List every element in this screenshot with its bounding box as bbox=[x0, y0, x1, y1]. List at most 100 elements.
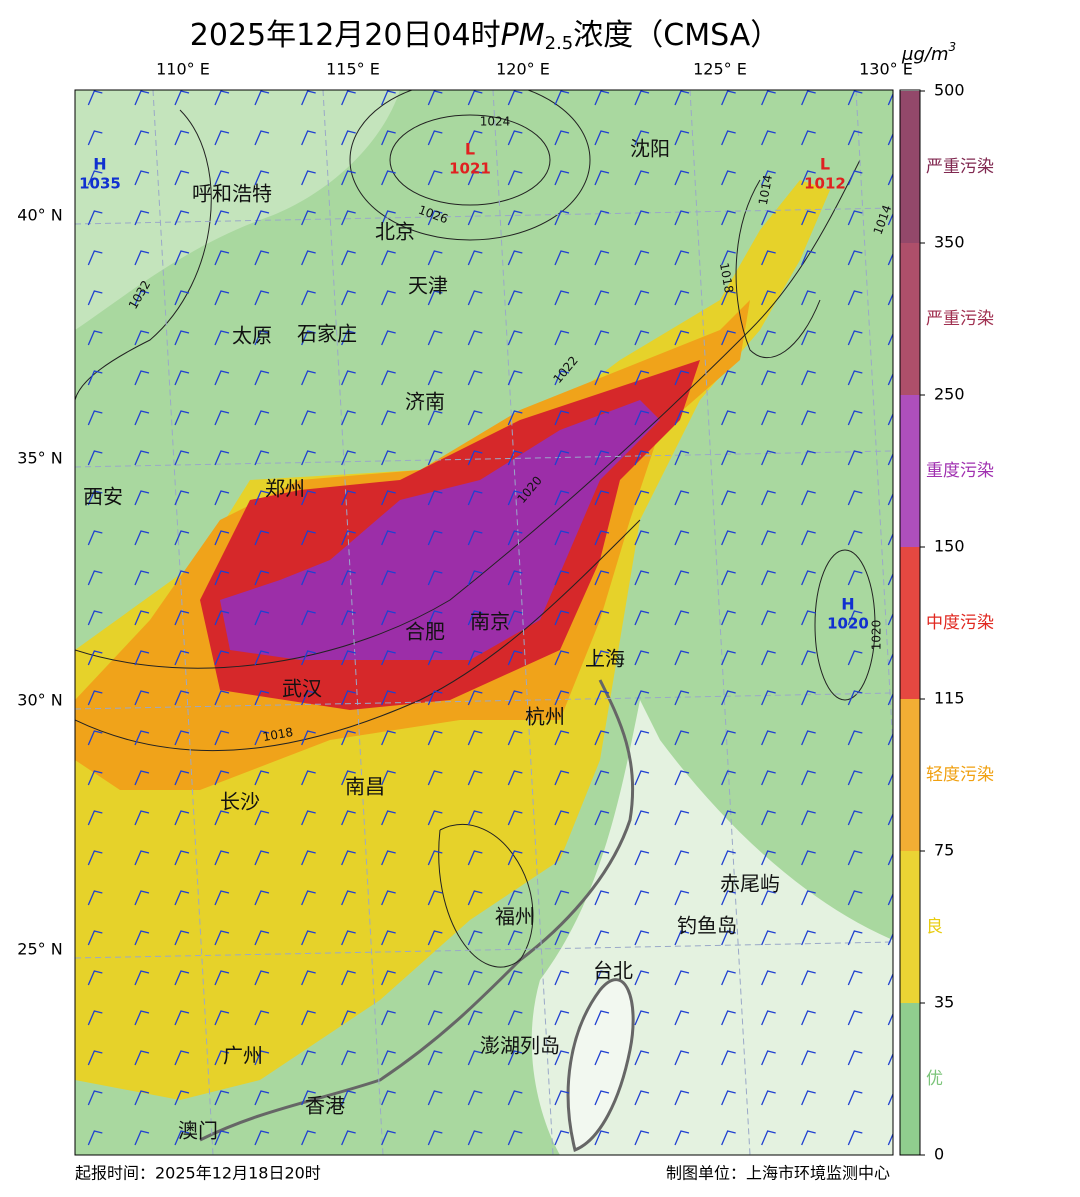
wind-barb bbox=[721, 1050, 736, 1066]
wind-barb bbox=[467, 1010, 483, 1026]
wind-barb bbox=[341, 1130, 356, 1146]
wind-barb bbox=[341, 770, 356, 786]
lat-label: 25° N bbox=[17, 940, 62, 959]
wind-barb bbox=[87, 970, 103, 986]
wind-barb bbox=[674, 770, 690, 786]
wind-barb bbox=[674, 1090, 690, 1106]
wind-barb bbox=[174, 770, 190, 786]
wind-barb bbox=[427, 730, 443, 746]
wind-barb bbox=[674, 410, 690, 426]
wind-barb bbox=[801, 210, 816, 226]
level-label: 重度污染 bbox=[926, 461, 994, 481]
wind-barb bbox=[721, 970, 736, 986]
colorbar-band bbox=[900, 91, 920, 243]
wind-barb bbox=[427, 170, 443, 186]
wind-barb bbox=[87, 850, 103, 866]
wind-barb bbox=[634, 930, 650, 946]
city-label: 福州 bbox=[495, 905, 535, 929]
wind-barb bbox=[847, 570, 863, 586]
wind-barb bbox=[381, 730, 396, 746]
wind-barb bbox=[761, 210, 776, 226]
taiwan bbox=[566, 978, 635, 1153]
wind-barb bbox=[87, 770, 103, 786]
wind-barb bbox=[634, 690, 650, 706]
city-label: 天津 bbox=[408, 274, 448, 298]
wind-barb bbox=[847, 130, 863, 146]
wind-barb bbox=[887, 1132, 893, 1146]
wind-barb bbox=[381, 90, 396, 106]
wind-barb bbox=[381, 210, 396, 226]
wind-barb bbox=[554, 1130, 570, 1146]
colorbar-band bbox=[900, 243, 920, 395]
wind-barb bbox=[634, 330, 650, 346]
wind-barb bbox=[634, 770, 650, 786]
wind-barb bbox=[594, 370, 610, 386]
wind-barb bbox=[87, 1010, 103, 1026]
wind-barb bbox=[761, 690, 776, 706]
wind-barb bbox=[301, 530, 316, 546]
wind-barb bbox=[594, 490, 610, 506]
wind-barb bbox=[674, 810, 690, 826]
wind-barb bbox=[674, 1130, 690, 1146]
wind-barb bbox=[381, 1090, 396, 1106]
wind-barb bbox=[467, 530, 483, 546]
wind-barb bbox=[174, 810, 190, 826]
wind-barb bbox=[887, 92, 893, 106]
wind-barb bbox=[467, 450, 483, 466]
wind-barb bbox=[507, 690, 523, 706]
lon-grid bbox=[152, 90, 214, 1155]
wind-barb bbox=[381, 530, 396, 546]
wind-barb bbox=[554, 850, 570, 866]
wind-barb bbox=[761, 570, 776, 586]
wind-barb bbox=[721, 570, 736, 586]
wind-barb bbox=[301, 1130, 316, 1146]
wind-barb bbox=[847, 170, 863, 186]
wind-barb bbox=[214, 1090, 230, 1106]
wind-barb bbox=[554, 650, 570, 666]
band-heavy bbox=[220, 400, 660, 660]
isobar-label: 1014 bbox=[756, 174, 775, 207]
wind-barb bbox=[467, 1090, 483, 1106]
city-label: 台北 bbox=[593, 959, 633, 983]
wind-barb bbox=[594, 210, 610, 226]
wind-barb bbox=[427, 650, 443, 666]
wind-barb bbox=[674, 610, 690, 626]
wind-barb bbox=[887, 532, 893, 546]
colorbar-band bbox=[900, 699, 920, 851]
wind-barb bbox=[554, 570, 570, 586]
wind-barb bbox=[134, 850, 150, 866]
wind-barb bbox=[87, 610, 103, 626]
wind-barb bbox=[427, 610, 443, 626]
wind-barb bbox=[761, 810, 776, 826]
wind-barb bbox=[134, 1010, 150, 1026]
wind-barb bbox=[427, 330, 443, 346]
wind-barb bbox=[674, 690, 690, 706]
wind-barb bbox=[801, 290, 816, 306]
wind-barb bbox=[341, 330, 356, 346]
wind-barb bbox=[381, 1130, 396, 1146]
wind-barb bbox=[554, 1050, 570, 1066]
wind-barb bbox=[214, 450, 230, 466]
wind-barb bbox=[134, 370, 150, 386]
wind-barb bbox=[174, 690, 190, 706]
wind-barb bbox=[254, 210, 270, 226]
wind-barb bbox=[507, 570, 523, 586]
wind-barb bbox=[887, 772, 893, 786]
wind-barb bbox=[381, 970, 396, 986]
wind-barb bbox=[134, 410, 150, 426]
wind-barb bbox=[507, 970, 523, 986]
wind-barb bbox=[174, 330, 190, 346]
wind-barb bbox=[801, 770, 816, 786]
lon-label: 115° E bbox=[326, 60, 380, 79]
wind-barb bbox=[427, 1010, 443, 1026]
wind-barb bbox=[467, 570, 483, 586]
lon-label: 110° E bbox=[156, 60, 210, 79]
wind-barb bbox=[887, 892, 893, 906]
pressure-letter: H bbox=[841, 595, 854, 614]
wind-barb bbox=[254, 1050, 270, 1066]
wind-barb bbox=[721, 330, 736, 346]
wind-barb bbox=[134, 1090, 150, 1106]
wind-barb bbox=[847, 450, 863, 466]
wind-barb bbox=[214, 650, 230, 666]
wind-barb bbox=[507, 170, 523, 186]
